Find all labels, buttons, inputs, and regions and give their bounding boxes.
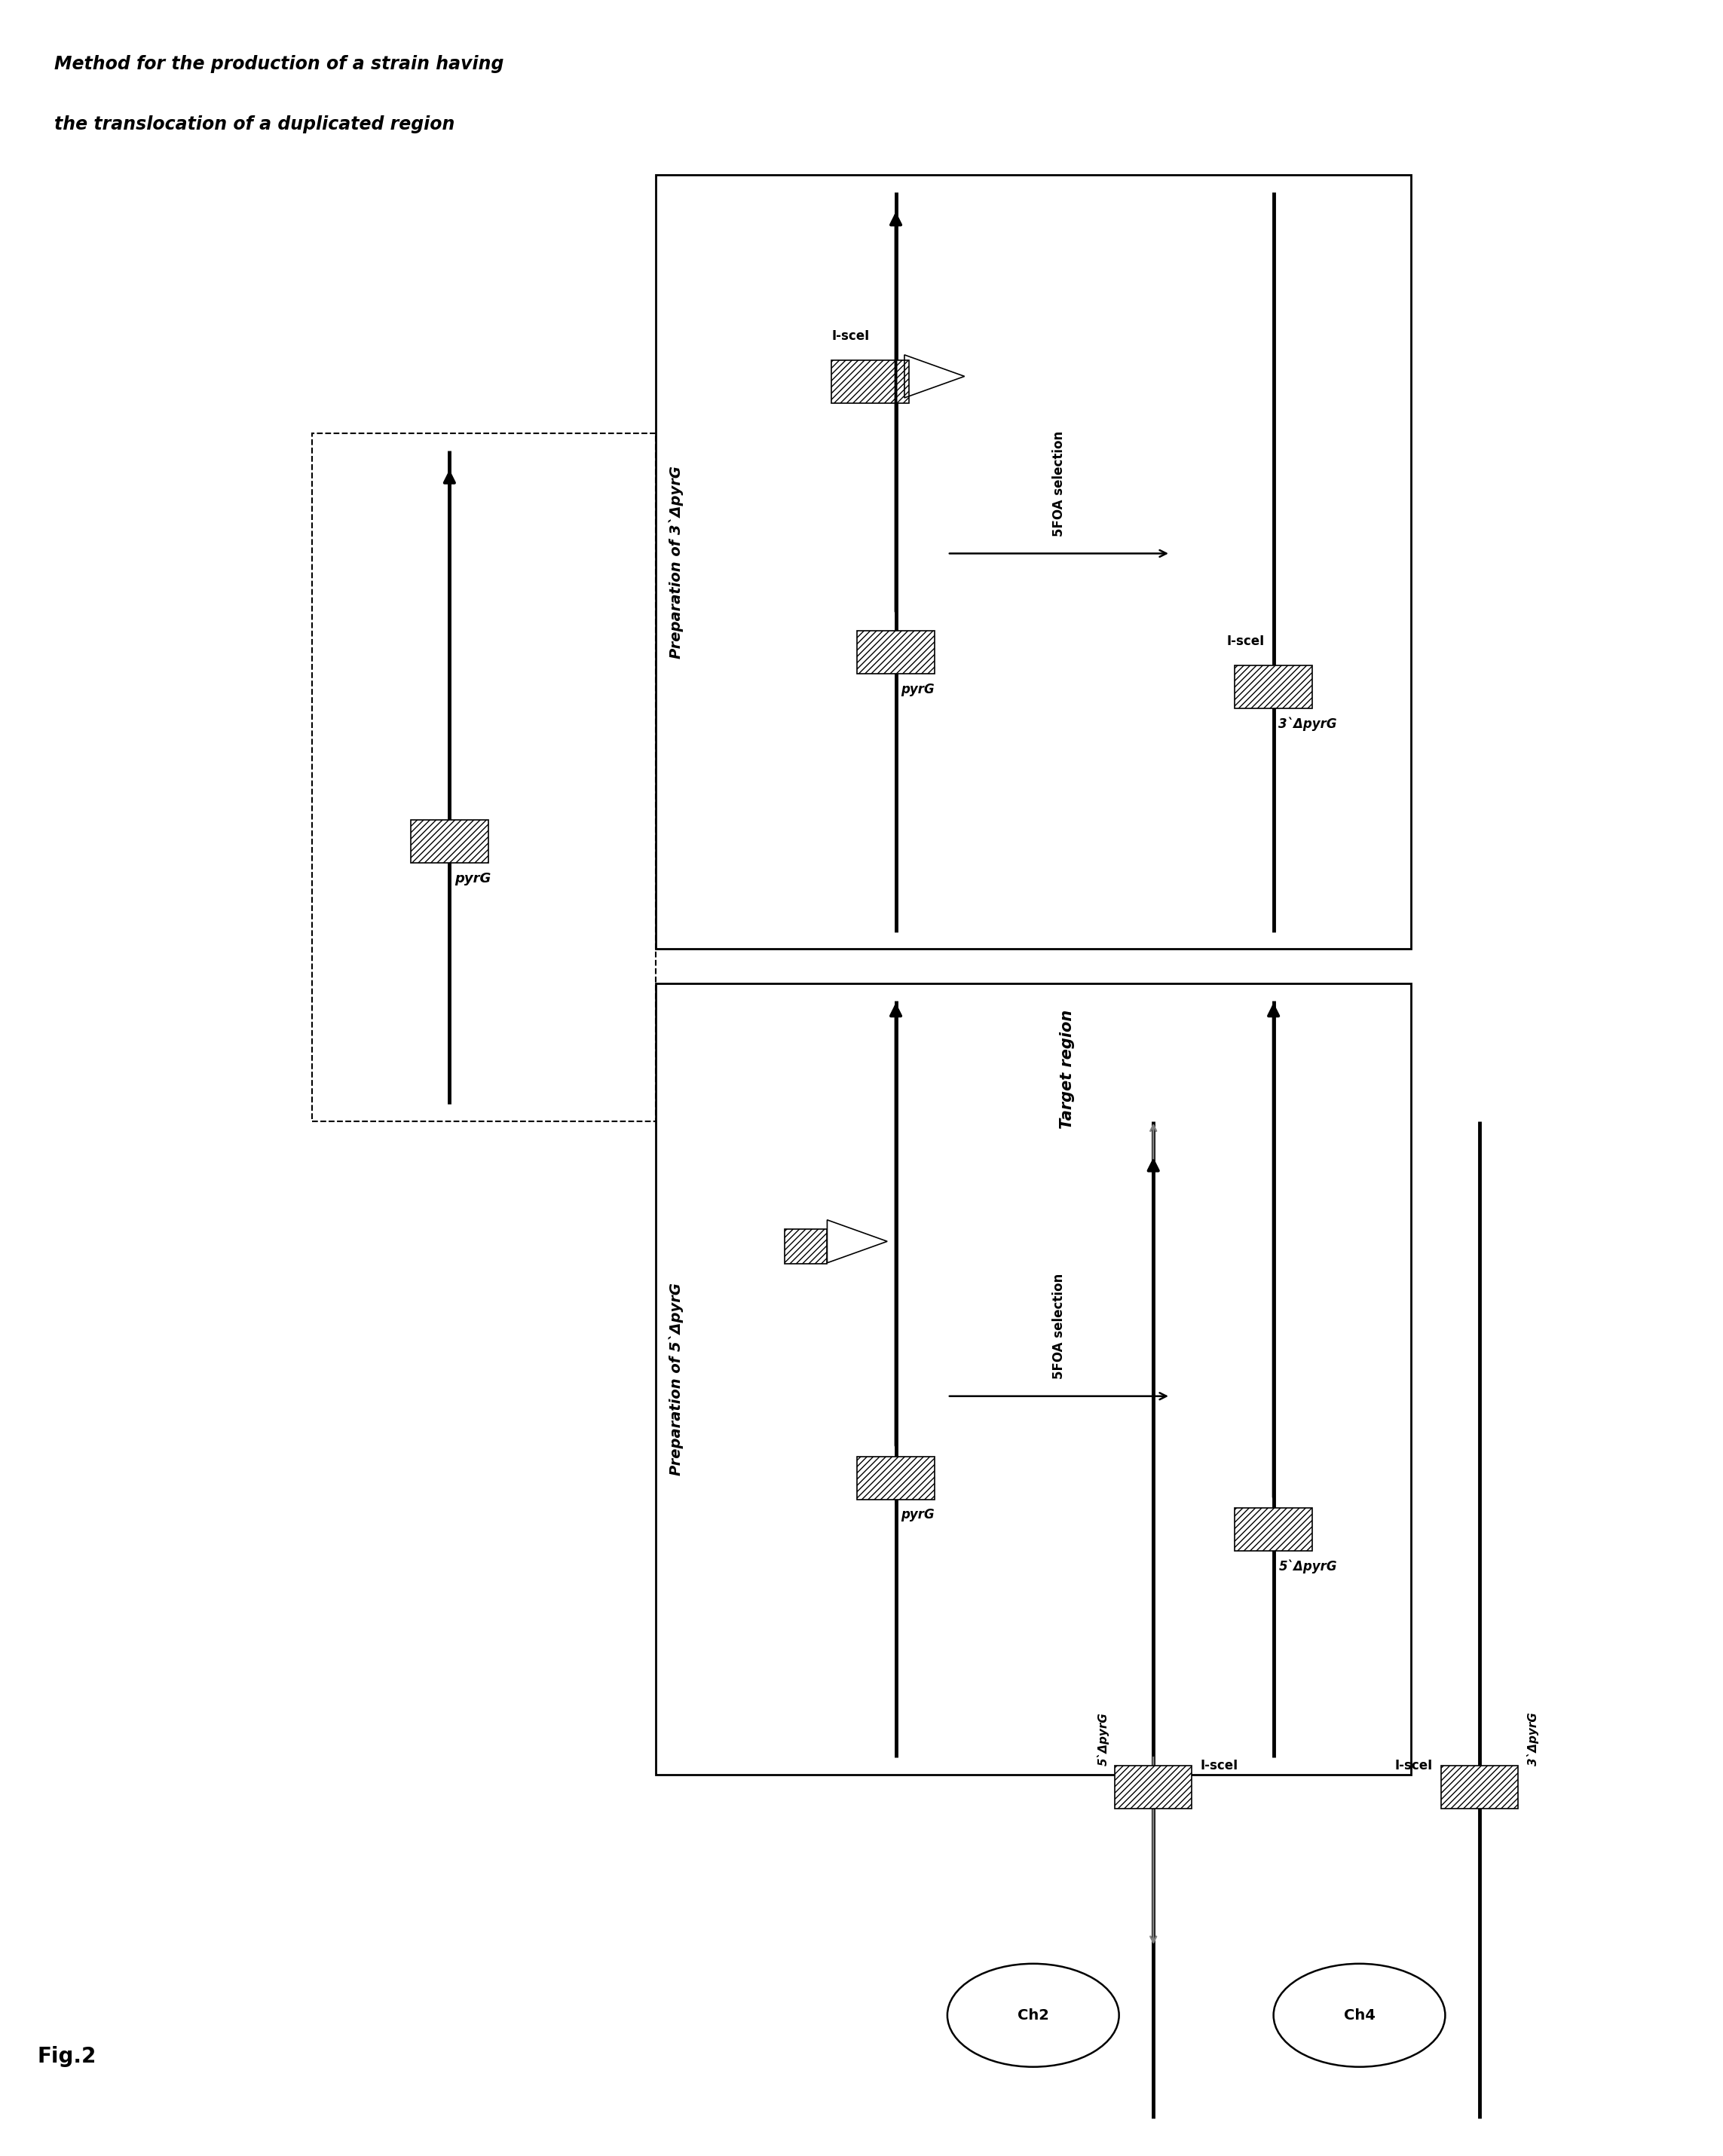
Bar [858,1455,934,1498]
Text: Ch4: Ch4 [1344,2007,1375,2022]
Ellipse shape [948,1964,1118,2068]
Text: 3`ΔpyrG: 3`ΔpyrG [1527,1712,1539,1766]
Text: Preparation of 3`ΔpyrG: Preparation of 3`ΔpyrG [669,466,684,658]
Bar [832,360,908,403]
Text: Preparation of 5`ΔpyrG: Preparation of 5`ΔpyrG [669,1283,684,1475]
Bar [655,175,1411,949]
Text: 5FOA selection: 5FOA selection [1053,1274,1067,1380]
Text: pyrG: pyrG [901,683,934,696]
Ellipse shape [1273,1964,1446,2068]
Bar [1235,1507,1313,1550]
Bar [1235,666,1313,709]
Text: Ch2: Ch2 [1017,2007,1049,2022]
Bar [784,1229,827,1263]
Text: Method for the production of a strain having: Method for the production of a strain ha… [55,54,505,73]
Bar [410,819,488,862]
Text: I-sceI: I-sceI [1394,1759,1432,1772]
Text: pyrG: pyrG [455,871,491,886]
Text: pyrG: pyrG [901,1507,934,1522]
Text: Fig.2: Fig.2 [38,2046,96,2068]
Text: 5FOA selection: 5FOA selection [1053,431,1067,537]
Text: I-sceI: I-sceI [1201,1759,1239,1772]
Text: 5`ΔpyrG: 5`ΔpyrG [1278,1559,1337,1574]
Text: Target region: Target region [1060,1009,1075,1130]
Bar [1440,1766,1518,1809]
Text: I-sceI: I-sceI [832,330,870,343]
Bar [312,433,655,1121]
Bar [655,983,1411,1774]
Bar [1115,1766,1192,1809]
Text: 5`ΔpyrG: 5`ΔpyrG [1098,1712,1110,1766]
Text: I-sceI: I-sceI [1227,634,1265,649]
Bar [858,632,934,675]
Text: 3`ΔpyrG: 3`ΔpyrG [1278,716,1337,731]
Text: the translocation of a duplicated region: the translocation of a duplicated region [55,114,455,134]
